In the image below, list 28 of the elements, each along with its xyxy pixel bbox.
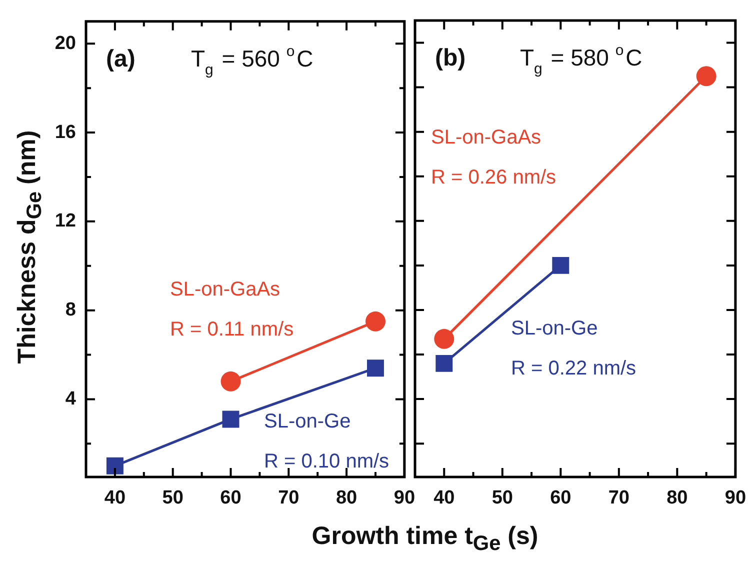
- x-tick-label: 40: [104, 488, 126, 509]
- x-tick-label: 80: [666, 488, 688, 509]
- annotation: R = 0.22 nm/s: [511, 358, 636, 380]
- series-label: SL-on-Ge: [264, 410, 351, 432]
- y-tick-label: 8: [65, 300, 76, 321]
- x-tick-label: 60: [550, 488, 572, 509]
- y-tick-label: 12: [54, 210, 76, 232]
- y-tick-label: 16: [54, 122, 76, 143]
- x-tick-label: 50: [492, 488, 513, 509]
- annotation: R = 0.11 nm/s: [170, 318, 294, 340]
- x-tick-label: 70: [278, 488, 300, 509]
- series-label: SL-on-Ge: [511, 318, 598, 340]
- x-tick-label: 80: [336, 488, 358, 509]
- annotation: (a): [106, 45, 136, 72]
- annotation: R = 0.10 nm/s: [264, 450, 390, 472]
- y-tick-label: 4: [65, 388, 76, 410]
- y-tick-label: 20: [54, 32, 76, 54]
- x-tick-label: 70: [608, 488, 630, 509]
- x-tick-label: 40: [434, 488, 455, 509]
- annotation: (b): [435, 44, 466, 72]
- text: SL-on-GaAs: [431, 126, 542, 148]
- x-axis-title: Growth time t$_{Ge}$ (s): [310, 522, 540, 556]
- x-tick-label: 90: [724, 488, 746, 509]
- text: SL-on-GaAs: [170, 278, 280, 300]
- x-tick-label: 50: [162, 488, 184, 509]
- annotation: R = 0.26 nm/s: [431, 166, 556, 188]
- x-tick-label: 90: [394, 488, 416, 509]
- x-tick-label: 60: [220, 488, 242, 509]
